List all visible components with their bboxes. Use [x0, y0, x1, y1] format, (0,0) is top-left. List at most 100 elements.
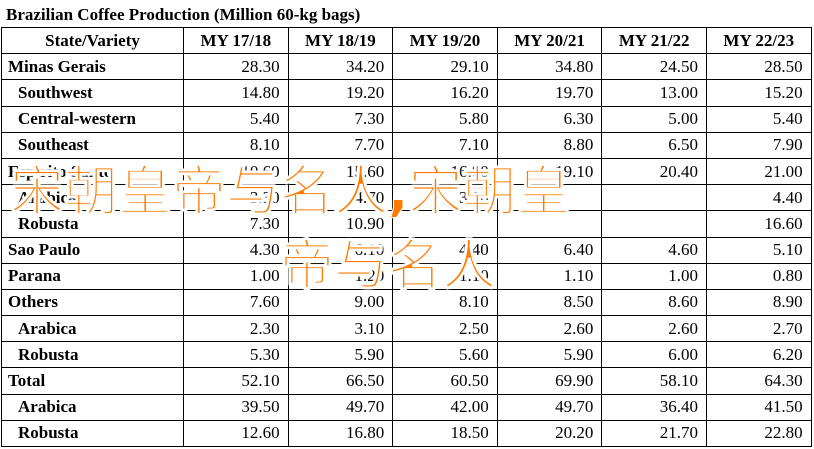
column-header-my-17-18: MY 17/18 [183, 26, 289, 55]
table-cell: 5.00 [601, 105, 707, 133]
row-label: Central-western [1, 105, 184, 133]
table-cell: 52.10 [183, 367, 289, 395]
table-row: Arabica 3.30 4.70 3.90 4.40 [1, 184, 812, 212]
table-cell: 69.90 [496, 367, 603, 395]
table-cell [496, 210, 603, 238]
table-cell: 15.20 [705, 79, 812, 107]
column-header-state-variety: State/Variety [1, 26, 184, 55]
table-cell: 4.60 [601, 236, 707, 264]
table-cell: 4.70 [287, 184, 394, 212]
table-cell: 66.50 [287, 367, 394, 395]
table-cell: 6.50 [601, 131, 707, 159]
table-cell: 4.30 [183, 236, 289, 264]
table-cell: 5.90 [287, 341, 394, 369]
table-cell: 2.30 [183, 315, 289, 343]
table-cell: 6.40 [496, 236, 603, 264]
table-cell: 1.20 [287, 262, 394, 290]
header-row: State/Variety MY 17/18 MY 18/19 MY 19/20… [1, 26, 812, 55]
table-cell: 18.50 [392, 419, 498, 448]
row-label: Southeast [1, 131, 184, 159]
table-row: Robusta 12.60 16.80 18.50 20.20 21.70 22.80 [1, 419, 812, 448]
table-cell: 13.00 [601, 79, 707, 107]
table-cell: 5.60 [392, 341, 498, 369]
table-cell: 60.50 [392, 367, 498, 395]
row-label: Total [1, 367, 184, 395]
table-cell: 5.40 [183, 105, 289, 133]
table-row: Parana 1.00 1.20 1.10 1.10 1.00 0.80 [1, 262, 812, 290]
table-body: Minas Gerais 28.30 34.20 29.10 34.80 24.50 28.… [1, 53, 812, 448]
table-cell: 8.10 [392, 288, 498, 317]
table-row: Robusta 5.30 5.90 5.60 5.90 6.00 6.20 [1, 341, 812, 369]
table-cell: 41.50 [705, 393, 812, 421]
table-cell: 1.10 [496, 262, 603, 290]
table-cell: 10.90 [287, 210, 394, 238]
table-row: Others 7.60 9.00 8.10 8.50 8.60 8.90 [1, 288, 812, 317]
table-cell: 22.80 [705, 419, 812, 448]
column-header-my-21-22: MY 21/22 [601, 26, 707, 55]
table-cell: 7.30 [183, 210, 289, 238]
table-row: Minas Gerais 28.30 34.20 29.10 34.80 24.50 28.… [1, 53, 812, 81]
table-cell: 5.40 [705, 105, 812, 133]
table-cell: 19.20 [287, 79, 394, 107]
table-cell: 0.80 [705, 262, 812, 290]
table-cell: 1.00 [601, 262, 707, 290]
table-cell: 1.00 [183, 262, 289, 290]
table-cell: 3.30 [183, 184, 289, 212]
table-cell: 28.30 [183, 53, 289, 81]
table-cell: 16.80 [287, 419, 394, 448]
table-cell: 16.80 [392, 157, 498, 186]
table-cell: 8.80 [496, 131, 603, 159]
table-cell: 7.90 [705, 131, 812, 159]
table-cell: 12.60 [183, 419, 289, 448]
table-cell: 6.10 [287, 236, 394, 264]
table-cell: 21.70 [601, 419, 707, 448]
table-cell: 2.60 [496, 315, 603, 343]
table-row: Espirito Santo 10.60 15.60 16.80 19.10 20.40 2… [1, 157, 812, 186]
table-cell: 5.30 [183, 341, 289, 369]
row-label: Robusta [1, 419, 184, 448]
table-cell: 9.00 [287, 288, 394, 317]
table-cell: 39.50 [183, 393, 289, 421]
table-cell: 8.50 [496, 288, 603, 317]
table-cell: 2.70 [705, 315, 812, 343]
table-cell: 21.00 [705, 157, 812, 186]
row-label: Parana [1, 262, 184, 290]
row-label: Espirito Santo [1, 157, 184, 186]
table-cell: 4.40 [392, 236, 498, 264]
table-cell: 7.10 [392, 131, 498, 159]
table-cell [601, 210, 707, 238]
row-label: Robusta [1, 210, 184, 238]
table-cell: 64.30 [705, 367, 812, 395]
row-label: Minas Gerais [1, 53, 184, 81]
table-cell: 19.70 [496, 79, 603, 107]
row-label: Arabica [1, 184, 184, 212]
table-cell [601, 184, 707, 212]
table-cell: 7.70 [287, 131, 394, 159]
table-row: Arabica 2.30 3.10 2.50 2.60 2.60 2.70 [1, 315, 812, 343]
table-cell: 2.60 [601, 315, 707, 343]
table-cell: 19.10 [496, 157, 603, 186]
table-cell: 42.00 [392, 393, 498, 421]
column-header-my-22-23: MY 22/23 [705, 26, 812, 55]
row-label: Others [1, 288, 184, 317]
table-cell: 16.60 [705, 210, 812, 238]
table-cell: 28.50 [705, 53, 812, 81]
table-cell: 6.30 [496, 105, 603, 133]
table-cell: 8.60 [601, 288, 707, 317]
table-cell: 58.10 [601, 367, 707, 395]
coffee-production-table: State/Variety MY 17/18 MY 18/19 MY 19/20… [1, 26, 812, 448]
table-cell: 10.60 [183, 157, 289, 186]
table-cell: 24.50 [601, 53, 707, 81]
table-cell: 3.10 [287, 315, 394, 343]
table-cell: 20.40 [601, 157, 707, 186]
table-cell: 4.40 [705, 184, 812, 212]
column-header-my-20-21: MY 20/21 [496, 26, 603, 55]
table-cell: 7.60 [183, 288, 289, 317]
table-row: Sao Paulo 4.30 6.10 4.40 6.40 4.60 5.10 [1, 236, 812, 264]
table-cell: 36.40 [601, 393, 707, 421]
table-title: Brazilian Coffee Production (Million 60-… [6, 5, 361, 24]
table-cell: 3.90 [392, 184, 498, 212]
row-label: Arabica [1, 315, 184, 343]
table-cell [496, 184, 603, 212]
table-cell: 8.10 [183, 131, 289, 159]
